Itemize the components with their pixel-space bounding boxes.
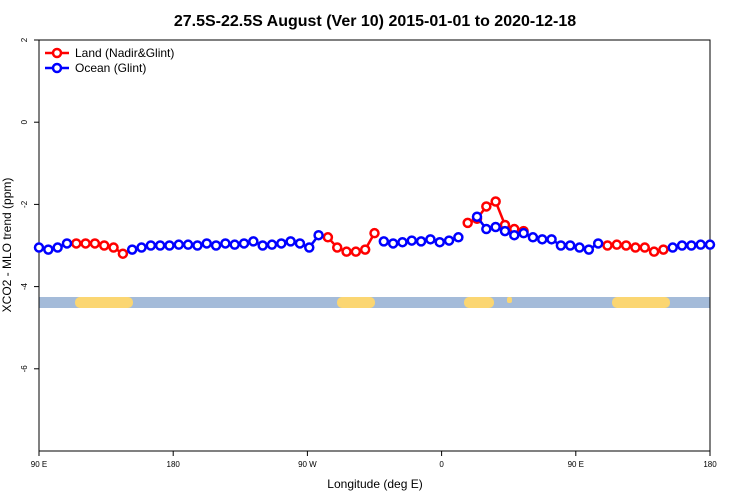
data-point	[210, 240, 222, 251]
x-tick-label: 0	[439, 460, 444, 469]
data-point	[415, 236, 427, 247]
land-ocean-strip	[39, 297, 710, 308]
data-point	[285, 236, 296, 247]
data-point	[313, 229, 324, 241]
x-tick-label: 180	[703, 460, 717, 469]
data-point	[387, 238, 399, 249]
x-axis-label: Longitude (deg E)	[327, 477, 422, 491]
data-point	[639, 242, 651, 253]
data-point	[462, 217, 473, 229]
data-point	[266, 239, 278, 250]
data-point	[33, 242, 45, 253]
data-point	[620, 240, 632, 251]
data-point	[378, 236, 390, 247]
data-point	[686, 240, 697, 251]
data-point	[322, 232, 334, 243]
x-tick-label: 90 W	[298, 460, 317, 469]
data-point	[602, 240, 613, 251]
data-point	[201, 238, 212, 249]
data-point	[676, 240, 688, 251]
data-point	[117, 248, 129, 259]
data-point	[229, 239, 240, 250]
data-point	[630, 242, 641, 253]
y-tick-label: 0	[20, 119, 29, 124]
data-point	[704, 239, 716, 250]
data-point	[257, 240, 268, 251]
data-point	[350, 246, 362, 257]
data-point	[164, 240, 175, 251]
data-point	[71, 238, 82, 249]
data-point	[359, 244, 371, 255]
y-axis-label: XCO2 - MLO trend (ppm)	[0, 178, 14, 313]
data-point	[397, 236, 408, 248]
data-point	[98, 240, 110, 251]
data-point	[434, 236, 445, 248]
data-point	[471, 211, 483, 222]
data-point	[583, 244, 595, 255]
data-point	[443, 235, 455, 246]
data-point	[238, 238, 250, 249]
data-point	[509, 229, 520, 241]
data-point	[126, 244, 138, 255]
y-tick-label: -4	[20, 282, 29, 290]
data-point	[43, 244, 54, 255]
data-point	[80, 238, 91, 249]
legend-marker	[51, 47, 63, 59]
data-point	[592, 238, 604, 249]
data-point	[89, 238, 101, 249]
data-point	[555, 240, 567, 251]
x-tick-label: 180	[167, 460, 181, 469]
data-point	[611, 239, 623, 250]
data-point	[648, 246, 660, 257]
data-point	[341, 246, 352, 257]
data-point	[52, 242, 63, 253]
y-tick-label: 2	[20, 37, 29, 42]
data-point	[61, 238, 73, 249]
data-point	[564, 240, 576, 251]
data-point	[574, 242, 585, 253]
legend-label: Land (Nadir&Glint)	[75, 46, 174, 60]
data-point	[490, 196, 501, 207]
data-point	[331, 242, 343, 253]
data-point	[481, 201, 492, 212]
data-point	[658, 244, 669, 255]
x-tick-label: 90 E	[31, 460, 47, 469]
data-point	[192, 240, 203, 251]
data-point	[537, 234, 548, 245]
data-point	[481, 223, 492, 235]
legend-marker	[51, 62, 63, 74]
legend-label: Ocean (Glint)	[75, 61, 146, 75]
data-point	[173, 239, 185, 250]
data-point	[406, 235, 418, 246]
data-point	[499, 225, 511, 237]
data-point	[527, 232, 539, 243]
data-point	[294, 238, 306, 249]
data-point	[369, 227, 380, 239]
data-point	[425, 234, 436, 245]
y-tick-label: -2	[20, 200, 29, 208]
data-point	[667, 242, 678, 253]
data-point	[276, 238, 287, 249]
data-point	[136, 242, 147, 253]
data-point	[546, 234, 557, 245]
data-point	[154, 240, 166, 251]
data-point	[108, 242, 119, 253]
data-point	[145, 240, 157, 251]
data-point	[490, 221, 501, 233]
data-point	[518, 227, 529, 239]
y-tick-label: -6	[20, 365, 29, 373]
x-tick-label: 90 E	[568, 460, 584, 469]
data-point	[695, 239, 706, 250]
data-point	[220, 238, 231, 249]
data-point	[182, 239, 194, 250]
chart-title: 27.5S-22.5S August (Ver 10) 2015-01-01 t…	[174, 13, 576, 30]
data-point	[453, 232, 464, 243]
data-point	[248, 236, 259, 247]
data-point	[304, 242, 315, 253]
